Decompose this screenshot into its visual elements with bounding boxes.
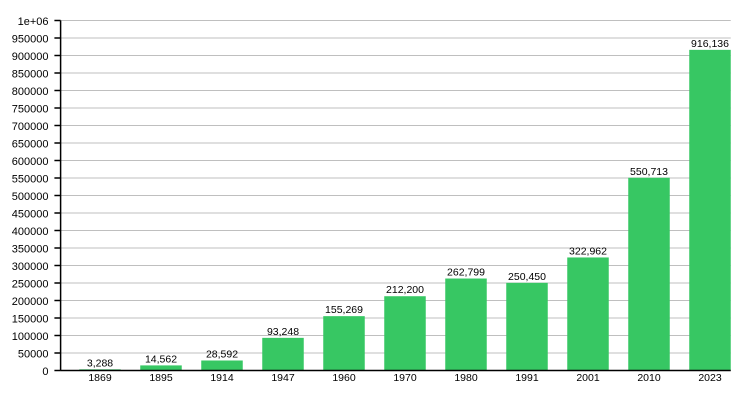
svg-text:1970: 1970 — [393, 372, 417, 384]
svg-text:3,288: 3,288 — [87, 357, 113, 369]
svg-text:1869: 1869 — [88, 372, 112, 384]
svg-text:500000: 500000 — [12, 191, 49, 203]
svg-text:350000: 350000 — [12, 244, 49, 256]
svg-text:2001: 2001 — [576, 372, 600, 384]
svg-text:50000: 50000 — [18, 349, 49, 361]
svg-text:155,269: 155,269 — [325, 304, 363, 316]
svg-text:2023: 2023 — [698, 372, 722, 384]
svg-text:150000: 150000 — [12, 314, 49, 326]
svg-text:28,592: 28,592 — [206, 348, 238, 360]
svg-text:400000: 400000 — [12, 226, 49, 238]
svg-text:93,248: 93,248 — [267, 326, 299, 338]
svg-text:1947: 1947 — [271, 372, 295, 384]
svg-text:900000: 900000 — [12, 51, 49, 63]
svg-text:212,200: 212,200 — [386, 284, 424, 296]
svg-text:550,713: 550,713 — [630, 166, 668, 178]
svg-text:916,136: 916,136 — [691, 38, 729, 50]
svg-text:100000: 100000 — [12, 331, 49, 343]
svg-text:450000: 450000 — [12, 209, 49, 221]
svg-text:300000: 300000 — [12, 261, 49, 273]
svg-text:2010: 2010 — [637, 372, 661, 384]
svg-text:950000: 950000 — [12, 34, 49, 46]
svg-text:322,962: 322,962 — [569, 245, 607, 257]
svg-text:250000: 250000 — [12, 279, 49, 291]
svg-text:700000: 700000 — [12, 121, 49, 133]
svg-text:850000: 850000 — [12, 69, 49, 81]
svg-text:200000: 200000 — [12, 296, 49, 308]
svg-text:650000: 650000 — [12, 139, 49, 151]
svg-text:262,799: 262,799 — [447, 267, 485, 279]
svg-text:1914: 1914 — [210, 372, 234, 384]
svg-text:600000: 600000 — [12, 156, 49, 168]
svg-text:0: 0 — [42, 366, 48, 378]
svg-text:550000: 550000 — [12, 174, 49, 186]
svg-text:1895: 1895 — [149, 372, 173, 384]
svg-text:1e+06: 1e+06 — [18, 16, 49, 28]
svg-text:1960: 1960 — [332, 372, 356, 384]
svg-text:800000: 800000 — [12, 86, 49, 98]
svg-text:1991: 1991 — [515, 372, 539, 384]
svg-text:14,562: 14,562 — [145, 353, 177, 365]
svg-text:250,450: 250,450 — [508, 271, 546, 283]
svg-text:1980: 1980 — [454, 372, 478, 384]
svg-text:750000: 750000 — [12, 104, 49, 116]
